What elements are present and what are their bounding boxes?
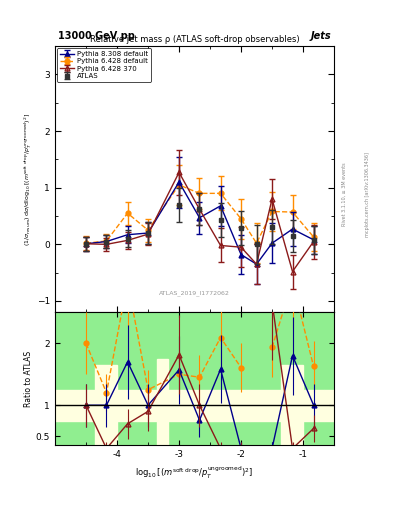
Bar (323, 390, 334, 421)
Bar (117, 390, 138, 421)
Bar (188, 390, 210, 421)
Bar (95, 365, 117, 445)
Text: Rivet 3.1.10, ≥ 3M events: Rivet 3.1.10, ≥ 3M events (342, 163, 347, 226)
Bar (303, 390, 323, 421)
Y-axis label: $(1/\sigma_{\mathrm{resum}})\ \mathrm{d}\sigma/\mathrm{d}\log_{10}[(m^{\mathrm{s: $(1/\sigma_{\mathrm{resum}})\ \mathrm{d}… (23, 113, 34, 246)
Bar (250, 390, 281, 421)
Legend: Pythia 8.308 default, Pythia 6.428 default, Pythia 6.428 370, ATLAS: Pythia 8.308 default, Pythia 6.428 defau… (57, 48, 151, 82)
Y-axis label: Ratio to ATLAS: Ratio to ATLAS (24, 351, 33, 407)
Text: ATLAS_2019_I1772062: ATLAS_2019_I1772062 (159, 291, 230, 296)
Bar (138, 390, 157, 421)
Bar (157, 359, 169, 445)
Bar (231, 390, 250, 421)
Bar (281, 365, 303, 445)
Title: Relative jet mass ρ (ATLAS soft-drop observables): Relative jet mass ρ (ATLAS soft-drop obs… (90, 35, 299, 44)
Bar (55, 390, 95, 421)
Bar (169, 390, 188, 421)
Bar (210, 390, 231, 421)
X-axis label: $\log_{10}[(m^{\mathrm{soft\ drop}}/p_T^{\mathrm{ungroomed}})^2]$: $\log_{10}[(m^{\mathrm{soft\ drop}}/p_T^… (136, 465, 253, 481)
Text: Jets: Jets (310, 31, 331, 41)
Text: 13000 GeV pp: 13000 GeV pp (58, 31, 135, 41)
Text: mcplots.cern.ch [arXiv:1306.3436]: mcplots.cern.ch [arXiv:1306.3436] (365, 152, 371, 237)
